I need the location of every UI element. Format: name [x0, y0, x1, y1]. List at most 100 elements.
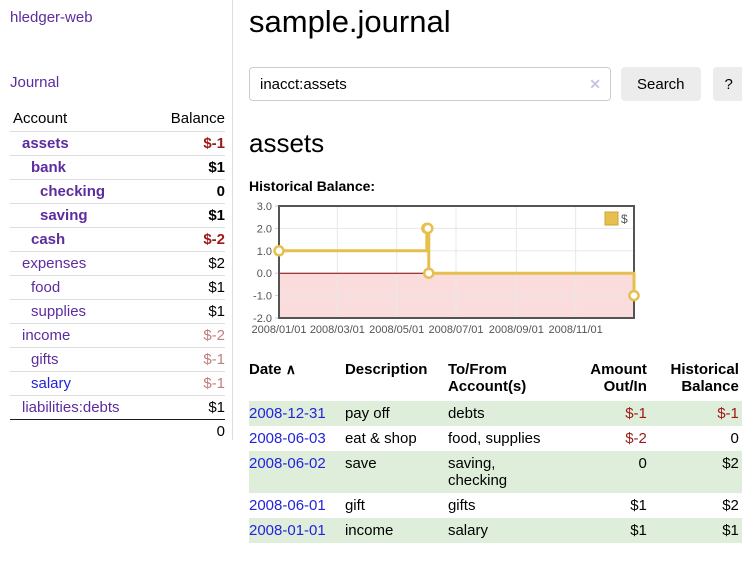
account-balance: $-1 [151, 347, 225, 372]
search-form: ✕ Search ? [249, 67, 742, 101]
clear-search-icon[interactable]: ✕ [589, 76, 601, 92]
search-button[interactable]: Search [621, 67, 701, 101]
transaction-accounts: saving, checking [447, 455, 508, 489]
accounts-total-row: 0 [10, 419, 225, 443]
transaction-row: 2008-01-01 income salary $1 $1 [249, 518, 742, 543]
svg-text:$: $ [621, 212, 628, 226]
transaction-accounts: debts [447, 405, 485, 422]
account-balance: 0 [151, 179, 225, 204]
accounts-header-row: Account Balance [10, 108, 225, 132]
main-content: sample.journal ✕ Search ? assets Histori… [233, 0, 742, 563]
account-link[interactable]: salary [31, 375, 72, 392]
account-link[interactable]: supplies [31, 303, 87, 320]
account-row: food $1 [10, 275, 225, 300]
account-balance: $2 [151, 251, 225, 276]
nav-journal-link[interactable]: Journal [10, 74, 60, 91]
account-balance: $-2 [151, 323, 225, 348]
account-link[interactable]: expenses [22, 255, 87, 272]
account-link[interactable]: income [22, 327, 71, 344]
svg-text:2008/01/01: 2008/01/01 [251, 324, 306, 336]
account-link[interactable]: checking [40, 183, 106, 200]
transaction-date-link[interactable]: 2008-06-02 [249, 455, 326, 472]
svg-text:2.0: 2.0 [257, 223, 272, 235]
account-row: income $-2 [10, 323, 225, 348]
search-box: ✕ [249, 67, 611, 101]
account-link[interactable]: saving [40, 207, 88, 224]
account-link[interactable]: bank [31, 159, 67, 176]
chart-title: Historical Balance: [249, 178, 376, 194]
account-heading: assets [249, 128, 325, 158]
account-balance: $1 [151, 275, 225, 300]
help-button[interactable]: ? [712, 67, 742, 101]
account-row: bank $1 [10, 155, 225, 180]
svg-text:1.0: 1.0 [257, 246, 272, 258]
transaction-accounts: salary [447, 522, 488, 539]
accounts-table: Account Balance assets $-1 bank $1 checking 0… [10, 108, 225, 443]
register-header-description: Description [344, 361, 428, 378]
transaction-balance: 0 [730, 430, 739, 447]
accounts-header-account: Account [13, 110, 68, 127]
transaction-amount: 0 [638, 455, 647, 472]
transaction-row: 2008-06-03 eat & shop food, supplies $-2 0 [249, 426, 742, 451]
transaction-description: gift [344, 497, 365, 514]
sidebar: hledger-web Journal Account Balance asse… [0, 0, 233, 443]
transaction-date-link[interactable]: 2008-06-03 [249, 430, 326, 447]
brand-link[interactable]: hledger-web [10, 9, 93, 26]
transaction-description: eat & shop [344, 430, 417, 447]
accounts-total-value: 0 [151, 419, 225, 443]
transaction-date-link[interactable]: 2008-12-31 [249, 405, 326, 422]
svg-text:3.0: 3.0 [257, 202, 272, 213]
transaction-accounts: food, supplies [447, 430, 541, 447]
register-header-accounts: To/From Account(s) [447, 361, 527, 395]
account-link[interactable]: food [31, 279, 61, 296]
register-header-date[interactable]: Date ∧ [249, 355, 345, 401]
svg-text:2008/03/01: 2008/03/01 [310, 324, 365, 336]
svg-text:2008/05/01: 2008/05/01 [369, 324, 424, 336]
transaction-date-link[interactable]: 2008-01-01 [249, 522, 326, 539]
svg-text:0.0: 0.0 [257, 268, 272, 280]
register-header-balance: Historical Balance [670, 361, 739, 395]
transaction-balance: $2 [722, 497, 739, 514]
account-link[interactable]: gifts [31, 351, 59, 368]
transaction-description: income [344, 522, 394, 539]
date-header-label: Date [249, 361, 282, 378]
account-row: salary $-1 [10, 371, 225, 396]
account-balance: $1 [151, 395, 225, 420]
account-balance: $-1 [151, 131, 225, 156]
search-input[interactable] [249, 67, 611, 101]
transaction-amount: $1 [630, 522, 647, 539]
account-row: assets $-1 [10, 131, 225, 156]
svg-text:2008/07/01: 2008/07/01 [428, 324, 483, 336]
account-balance: $-2 [151, 227, 225, 252]
account-row: gifts $-1 [10, 347, 225, 372]
account-row: liabilities:debts $1 [10, 395, 225, 420]
svg-text:2008/11/01: 2008/11/01 [549, 324, 603, 336]
account-row: cash $-2 [10, 227, 225, 252]
sort-asc-icon: ∧ [285, 361, 296, 377]
svg-text:-2.0: -2.0 [253, 313, 272, 325]
account-balance: $1 [151, 155, 225, 180]
account-row: supplies $1 [10, 299, 225, 324]
account-balance: $-1 [151, 371, 225, 396]
register-table: Date ∧ Description To/From Account(s) Amo… [249, 355, 742, 543]
transaction-description: save [344, 455, 377, 472]
app: hledger-web Journal Account Balance asse… [0, 0, 742, 563]
transaction-accounts: gifts [447, 497, 476, 514]
transaction-date-link[interactable]: 2008-06-01 [249, 497, 326, 514]
transaction-row: 2008-12-31 pay off debts $-1 $-1 [249, 401, 742, 426]
transaction-amount: $1 [630, 497, 647, 514]
transaction-balance: $2 [722, 455, 739, 472]
transaction-amount: $-1 [625, 405, 647, 422]
account-balance: $1 [151, 203, 225, 228]
account-row: saving $1 [10, 203, 225, 228]
transaction-row: 2008-06-01 gift gifts $1 $2 [249, 493, 742, 518]
page-title: sample.journal [249, 4, 451, 39]
account-link[interactable]: cash [31, 231, 66, 248]
transaction-balance: $1 [722, 522, 739, 539]
transaction-amount: $-2 [625, 430, 647, 447]
account-row: expenses $2 [10, 251, 225, 276]
account-link[interactable]: liabilities:debts [22, 399, 120, 416]
register-header-amount: Amount Out/In [590, 361, 647, 395]
account-link[interactable]: assets [22, 135, 69, 152]
